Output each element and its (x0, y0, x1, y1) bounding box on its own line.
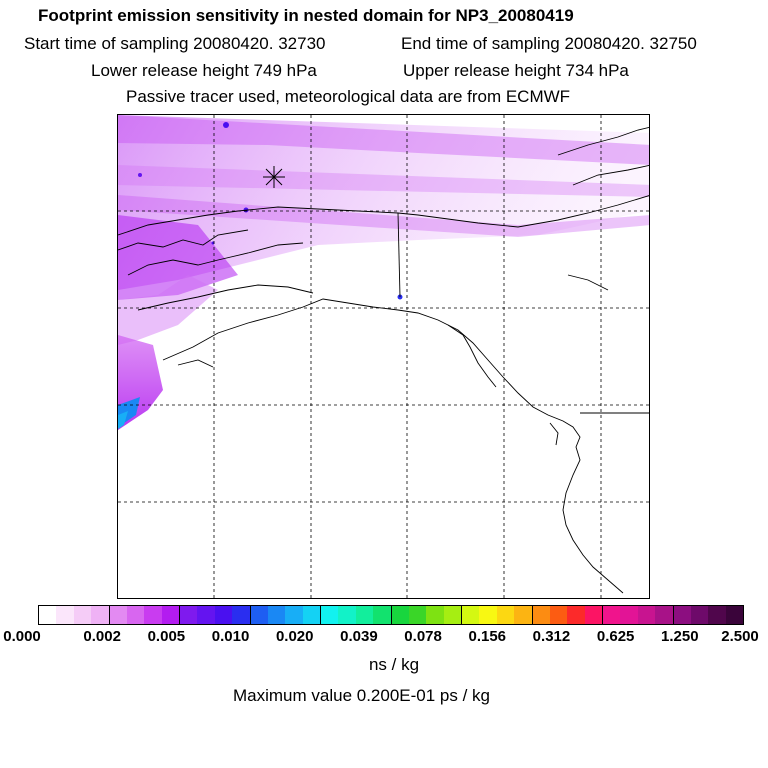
coastlines (118, 126, 649, 594)
colorbar-swatch (285, 606, 303, 624)
colorbar-swatch (725, 606, 743, 624)
map-panel (117, 114, 650, 599)
lat-lon-grid (118, 115, 649, 598)
colorbar-swatch (549, 606, 568, 624)
colorbar-swatch (708, 606, 726, 624)
colorbar-tick-label: 0.020 (275, 628, 314, 645)
colorbar-swatch (408, 606, 427, 624)
colorbar-unit-label: ns / kg (368, 655, 420, 674)
lower-release-label: Lower release height 749 hPa (91, 61, 317, 80)
colorbar-swatch (302, 606, 320, 624)
colorbar-swatch (461, 606, 480, 624)
colorbar-swatch (144, 606, 162, 624)
colorbar-tick-label: 1.250 (661, 628, 699, 645)
max-value-label: Maximum value 0.200E-01 ps / kg (233, 686, 491, 705)
plot-title: Footprint emission sensitivity in nested… (38, 6, 574, 25)
colorbar-swatch (373, 606, 391, 624)
colorbar-swatch (267, 606, 286, 624)
sensitivity-field (118, 115, 649, 430)
start-time-label: Start time of sampling 20080420. 32730 (24, 34, 326, 53)
tracer-info-label: Passive tracer used, meteorological data… (126, 87, 571, 106)
colorbar-swatch (620, 606, 638, 624)
colorbar-swatch (479, 606, 497, 624)
colorbar-swatch (531, 606, 550, 624)
colorbar-swatch (637, 606, 656, 624)
colorbar-swatch (73, 606, 92, 624)
colorbar-swatch (443, 606, 461, 624)
colorbar-swatch (567, 606, 585, 624)
colorbar-swatch (249, 606, 268, 624)
colorbar-swatch (355, 606, 374, 624)
colorbar-swatch (602, 606, 621, 624)
colorbar-tick-label: 0.000 (3, 628, 41, 645)
colorbar-swatch (232, 606, 250, 624)
colorbar-tick-label: 0.156 (468, 628, 507, 645)
colorbar-swatch (584, 606, 602, 624)
colorbar-swatch (179, 606, 198, 624)
release-point-marker (263, 166, 285, 188)
colorbar-tick-label: 0.625 (596, 628, 635, 645)
colorbar-tick-label: 0.002 (83, 628, 121, 645)
colorbar-swatch (108, 606, 127, 624)
colorbar-swatch (320, 606, 339, 624)
colorbar-swatch (655, 606, 673, 624)
colorbar-swatch (390, 606, 409, 624)
upper-release-label: Upper release height 734 hPa (403, 61, 629, 80)
colorbar-ticks: 0.000 0.002 0.005 0.010 0.020 0.039 0.078 0.156… (0, 628, 768, 648)
colorbar-swatch (126, 606, 145, 624)
colorbar-swatch (690, 606, 709, 624)
colorbar-tick-label: 0.078 (404, 628, 442, 645)
colorbar-swatch (91, 606, 109, 624)
colorbar-swatch (672, 606, 691, 624)
colorbar-swatch (197, 606, 215, 624)
colorbar-swatch (514, 606, 532, 624)
colorbar-tick-label: 2.500 (721, 628, 759, 645)
colorbar-swatch (426, 606, 444, 624)
colorbar-tick-label: 0.312 (532, 628, 571, 645)
colorbar-swatch (338, 606, 356, 624)
map-canvas (118, 115, 649, 598)
end-time-label: End time of sampling 20080420. 32750 (401, 34, 697, 53)
colorbar-tick-label: 0.010 (211, 628, 250, 645)
colorbar-tick-label: 0.039 (340, 628, 378, 645)
colorbar-swatch (56, 606, 74, 624)
colorbar-swatch (214, 606, 233, 624)
colorbar-tick-label: 0.005 (147, 628, 186, 645)
colorbar (38, 605, 744, 625)
colorbar-swatch (496, 606, 515, 624)
colorbar-swatch (161, 606, 179, 624)
colorbar-swatch (39, 606, 57, 624)
